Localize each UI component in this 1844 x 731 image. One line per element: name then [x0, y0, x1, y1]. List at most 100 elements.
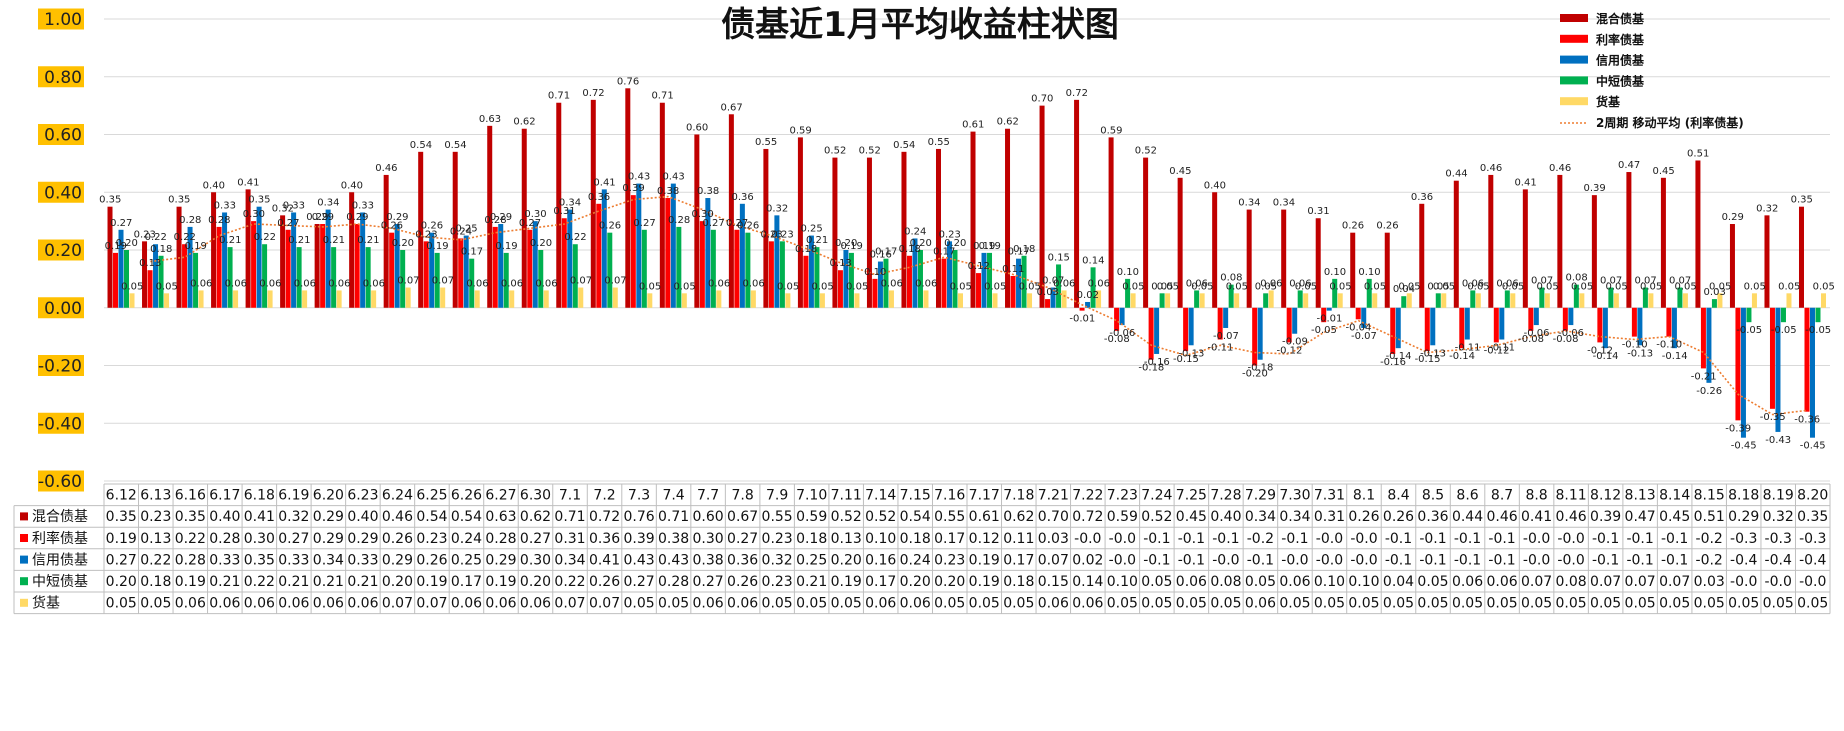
table-cell: 0.41: [244, 509, 275, 525]
data-label: 0.28: [484, 215, 506, 226]
data-label: 0.30: [243, 209, 265, 220]
data-label: -0.11: [1489, 343, 1515, 354]
data-label: 0.55: [755, 137, 777, 148]
bar: [474, 290, 480, 308]
bar: [1119, 307, 1125, 326]
bar: [699, 221, 705, 308]
table-cell: -0.0: [1523, 552, 1550, 568]
bar: [262, 244, 268, 308]
y-tick-label: 0.60: [44, 126, 82, 146]
data-label: 0.05: [1571, 281, 1593, 292]
table-cell: 0.62: [520, 509, 551, 525]
bar: [1315, 218, 1321, 308]
data-label: 0.10: [1358, 267, 1380, 278]
bar: [625, 88, 631, 308]
bar: [1406, 293, 1412, 308]
bar: [1464, 307, 1470, 340]
bar: [957, 293, 963, 308]
table-cell: 0.05: [934, 596, 965, 612]
data-label: 0.22: [174, 232, 196, 243]
table-cell: 0.05: [1590, 596, 1621, 612]
data-label: 0.24: [450, 226, 472, 237]
bar: [612, 287, 618, 308]
table-cell: 0.30: [520, 552, 551, 568]
data-label: 0.06: [363, 278, 385, 289]
bar: [389, 232, 395, 308]
table-cell: 0.11: [1003, 531, 1034, 547]
table-cell: 0.06: [693, 596, 724, 612]
table-series-name: 利率债基: [32, 530, 88, 547]
table-cell: -0.0: [1212, 552, 1239, 568]
data-label: 0.38: [657, 186, 679, 197]
data-label: -0.12: [1587, 345, 1613, 356]
data-label: 0.05: [1019, 281, 1041, 292]
table-cell: 0.05: [623, 596, 654, 612]
table-cell: 0.10: [1314, 574, 1345, 590]
legend-swatch: [1560, 34, 1588, 43]
data-label: 0.05: [846, 281, 868, 292]
x-tick-label: 6.13: [140, 488, 171, 504]
data-label: 0.06: [742, 278, 764, 289]
bar: [211, 192, 217, 308]
bar: [1470, 290, 1476, 308]
bar: [267, 290, 273, 308]
bar: [1573, 284, 1579, 308]
bar: [797, 137, 803, 308]
data-label: 0.18: [1013, 244, 1035, 255]
bar: [1637, 307, 1643, 346]
data-label: 0.17: [461, 247, 483, 258]
table-cell: 0.27: [693, 574, 724, 590]
bar: [1459, 307, 1465, 349]
data-label: 0.15: [1048, 252, 1070, 263]
table-cell: 0.23: [762, 531, 793, 547]
data-label: 0.44: [1445, 169, 1467, 180]
data-label: 0.34: [559, 198, 581, 209]
bar: [1337, 293, 1343, 308]
bar: [854, 293, 860, 308]
bar: [670, 183, 676, 308]
data-label: 0.36: [731, 192, 753, 203]
data-label: 0.05: [1427, 281, 1449, 292]
data-label: 0.05: [121, 281, 143, 292]
table-cell: -0.0: [1109, 552, 1136, 568]
data-label: 0.40: [203, 180, 225, 191]
table-cell: 0.17: [934, 531, 965, 547]
data-label: -0.05: [1311, 325, 1337, 336]
bar: [1562, 307, 1568, 331]
data-label: 0.03: [1037, 287, 1059, 298]
bar: [923, 290, 929, 308]
table-cell: 0.51: [1694, 509, 1725, 525]
data-label: 0.28: [668, 215, 690, 226]
data-labels: 0.35 0.23 0.35 0.40 0.41 0.32 0.29 0.40 0.46 0.54…: [99, 76, 1835, 451]
data-label: 0.25: [801, 224, 823, 235]
data-label: 0.07: [1042, 276, 1064, 287]
bar: [147, 270, 153, 308]
table-cell: 0.05: [1486, 596, 1517, 612]
table-cell: 0.54: [451, 509, 482, 525]
data-label: 0.35: [168, 195, 190, 206]
table-cell: 0.61: [969, 509, 1000, 525]
table-cell: 0.05: [1694, 596, 1725, 612]
data-label: 0.24: [904, 226, 926, 237]
bar: [1613, 293, 1619, 308]
bar: [440, 287, 446, 308]
data-label: 0.40: [1204, 180, 1226, 191]
bar: [1751, 293, 1757, 308]
y-tick-highlight: [38, 239, 84, 261]
table-series-swatch: [20, 534, 28, 542]
table-cell: 0.38: [658, 531, 689, 547]
table-cell: 0.05: [1383, 596, 1414, 612]
table-cell: 0.72: [1072, 509, 1103, 525]
data-label: 0.54: [444, 140, 466, 151]
x-tick-label: 7.2: [593, 488, 615, 504]
bar: [1114, 307, 1120, 331]
bar: [1045, 299, 1051, 308]
bar: [590, 99, 596, 308]
bar: [233, 290, 239, 308]
bar: [819, 293, 825, 308]
data-label: 0.05: [1157, 281, 1179, 292]
bar: [509, 290, 515, 308]
data-label: 0.27: [110, 218, 132, 229]
table-cell: 0.34: [1279, 509, 1310, 525]
